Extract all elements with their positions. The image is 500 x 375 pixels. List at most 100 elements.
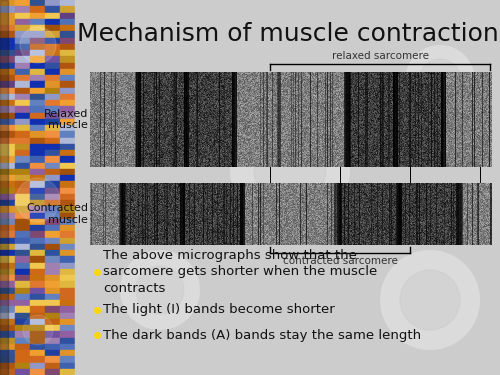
Circle shape <box>419 59 461 101</box>
Bar <box>0 156 15 162</box>
Bar <box>0 150 15 156</box>
Bar <box>60 181 75 188</box>
Bar <box>15 94 30 100</box>
Bar <box>15 131 30 138</box>
Bar <box>30 19 45 25</box>
Bar <box>30 144 45 150</box>
Text: The above micrographs show that the
sarcomere gets shorter when the muscle
contr: The above micrographs show that the sarc… <box>103 249 378 295</box>
Bar <box>30 50 45 56</box>
Bar <box>0 100 15 106</box>
Bar <box>0 231 15 237</box>
Bar <box>45 300 60 306</box>
Bar <box>45 125 60 131</box>
Bar <box>30 244 45 250</box>
Bar <box>15 294 30 300</box>
Bar <box>30 138 45 144</box>
Bar <box>60 169 75 175</box>
Circle shape <box>120 250 200 330</box>
Text: Mechanism of muscle contraction: Mechanism of muscle contraction <box>77 22 499 46</box>
Bar <box>30 225 45 231</box>
Bar <box>60 363 75 369</box>
Bar <box>0 56 15 63</box>
Bar <box>30 194 45 200</box>
Bar <box>60 231 75 237</box>
Bar <box>60 344 75 350</box>
Bar <box>0 94 15 100</box>
Bar <box>60 63 75 69</box>
Bar <box>0 181 15 188</box>
Bar <box>0 344 15 350</box>
Bar <box>45 356 60 363</box>
Bar <box>60 75 75 81</box>
Bar <box>45 225 60 231</box>
Bar <box>15 181 30 188</box>
Bar <box>15 25 30 31</box>
Bar <box>45 156 60 162</box>
Bar <box>30 281 45 288</box>
Bar <box>45 169 60 175</box>
Bar <box>0 75 15 81</box>
Bar <box>30 56 45 63</box>
Bar <box>0 262 15 269</box>
Bar <box>0 81 15 87</box>
Bar <box>15 38 30 44</box>
Bar <box>15 200 30 206</box>
Bar <box>30 131 45 138</box>
Bar <box>45 131 60 138</box>
Bar <box>60 194 75 200</box>
Bar <box>45 275 60 281</box>
Bar <box>30 12 45 19</box>
Bar <box>45 6 60 12</box>
Bar <box>45 369 60 375</box>
Bar <box>30 6 45 12</box>
Bar <box>60 250 75 256</box>
Bar <box>15 206 30 213</box>
Bar <box>60 138 75 144</box>
Bar <box>60 300 75 306</box>
Bar <box>15 194 30 200</box>
Bar <box>0 350 15 356</box>
Bar <box>60 56 75 63</box>
Bar <box>30 250 45 256</box>
Bar <box>45 338 60 344</box>
Bar <box>45 150 60 156</box>
Bar <box>45 319 60 325</box>
Bar <box>60 150 75 156</box>
Bar <box>0 213 15 219</box>
Bar <box>30 206 45 213</box>
Bar <box>30 275 45 281</box>
Bar <box>45 281 60 288</box>
Bar <box>30 344 45 350</box>
Bar <box>15 19 30 25</box>
Bar <box>0 206 15 213</box>
Bar <box>60 6 75 12</box>
Bar <box>45 262 60 269</box>
Bar <box>30 81 45 87</box>
Bar <box>15 288 30 294</box>
Bar <box>15 325 30 331</box>
Bar <box>60 69 75 75</box>
Bar <box>30 213 45 219</box>
Bar <box>60 338 75 344</box>
Bar <box>45 19 60 25</box>
Circle shape <box>400 270 460 330</box>
Bar <box>0 0 8 375</box>
Bar <box>30 350 45 356</box>
Bar <box>45 31 60 38</box>
Bar <box>30 150 45 156</box>
Bar <box>45 256 60 262</box>
Bar <box>0 19 15 25</box>
Bar <box>60 312 75 319</box>
Bar <box>30 87 45 94</box>
Bar <box>0 219 15 225</box>
Bar <box>45 87 60 94</box>
Bar <box>60 319 75 325</box>
Text: contracted sarcomere: contracted sarcomere <box>282 256 398 266</box>
Bar <box>15 119 30 125</box>
Bar <box>15 256 30 262</box>
Bar <box>15 275 30 281</box>
Bar <box>0 0 15 6</box>
Circle shape <box>136 266 184 314</box>
Bar <box>30 0 45 6</box>
Bar <box>30 112 45 119</box>
